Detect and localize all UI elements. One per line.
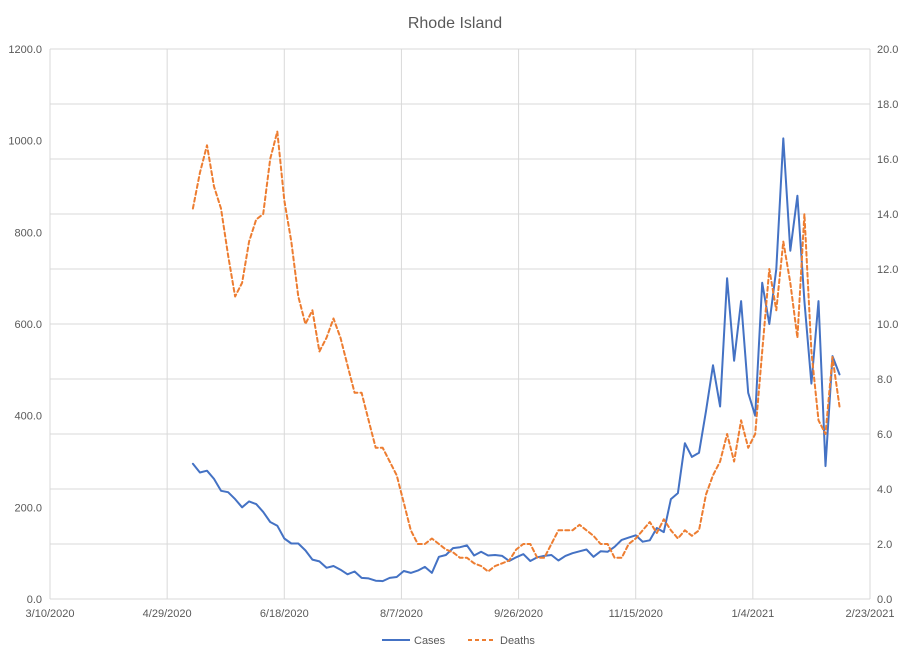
right-axis-tick-label: 8.0: [877, 374, 892, 386]
x-axis-tick-label: 11/15/2020: [609, 608, 663, 620]
x-axis-tick-label: 1/4/2021: [731, 608, 774, 620]
x-axis-tick-labels: 3/10/2020 4/29/2020 6/18/2020 8/7/2020 9/26/…: [26, 608, 895, 620]
left-axis-tick-label: 0.0: [27, 594, 42, 606]
left-axis-tick-label: 400.0: [14, 411, 42, 423]
legend: Cases Deaths: [382, 635, 535, 647]
right-axis-tick-label: 20.0: [877, 44, 898, 56]
x-axis-tick-label: 8/7/2020: [380, 608, 423, 620]
gridlines: [49, 48, 871, 600]
left-axis-tick-label: 800.0: [14, 227, 42, 239]
series-line-cases: [191, 137, 841, 583]
x-axis-tick-label: 9/26/2020: [494, 608, 543, 620]
right-axis-tick-label: 2.0: [877, 539, 892, 551]
chart-title: Rhode Island: [408, 15, 502, 32]
right-axis-tick-label: 16.0: [877, 154, 898, 166]
left-axis-tick-label: 1200.0: [8, 44, 42, 56]
series-lines: [191, 130, 841, 583]
right-axis-tick-label: 0.0: [877, 594, 892, 606]
legend-label-cases: Cases: [414, 635, 446, 647]
right-axis-tick-label: 10.0: [877, 319, 898, 331]
x-axis-tick-label: 4/29/2020: [143, 608, 192, 620]
right-axis-tick-labels: 0.0 2.0 4.0 6.0 8.0 10.0 12.0 14.0 16.0 18.0 20.0: [877, 44, 898, 606]
right-axis-tick-label: 18.0: [877, 99, 898, 111]
x-axis-tick-label: 2/23/2021: [846, 608, 895, 620]
x-axis-tick-label: 3/10/2020: [26, 608, 75, 620]
series-line-deaths: [191, 130, 841, 573]
left-axis-tick-labels: 0.0 200.0 400.0 600.0 800.0 1000.0 1200.0: [8, 44, 42, 606]
legend-label-deaths: Deaths: [500, 635, 535, 647]
right-axis-tick-label: 4.0: [877, 484, 892, 496]
left-axis-tick-label: 200.0: [14, 502, 42, 514]
left-axis-tick-label: 1000.0: [8, 136, 42, 148]
left-axis-tick-label: 600.0: [14, 319, 42, 331]
x-axis-tick-label: 6/18/2020: [260, 608, 309, 620]
right-axis-tick-label: 12.0: [877, 264, 898, 276]
right-axis-tick-label: 6.0: [877, 429, 892, 441]
right-axis-tick-label: 14.0: [877, 209, 898, 221]
